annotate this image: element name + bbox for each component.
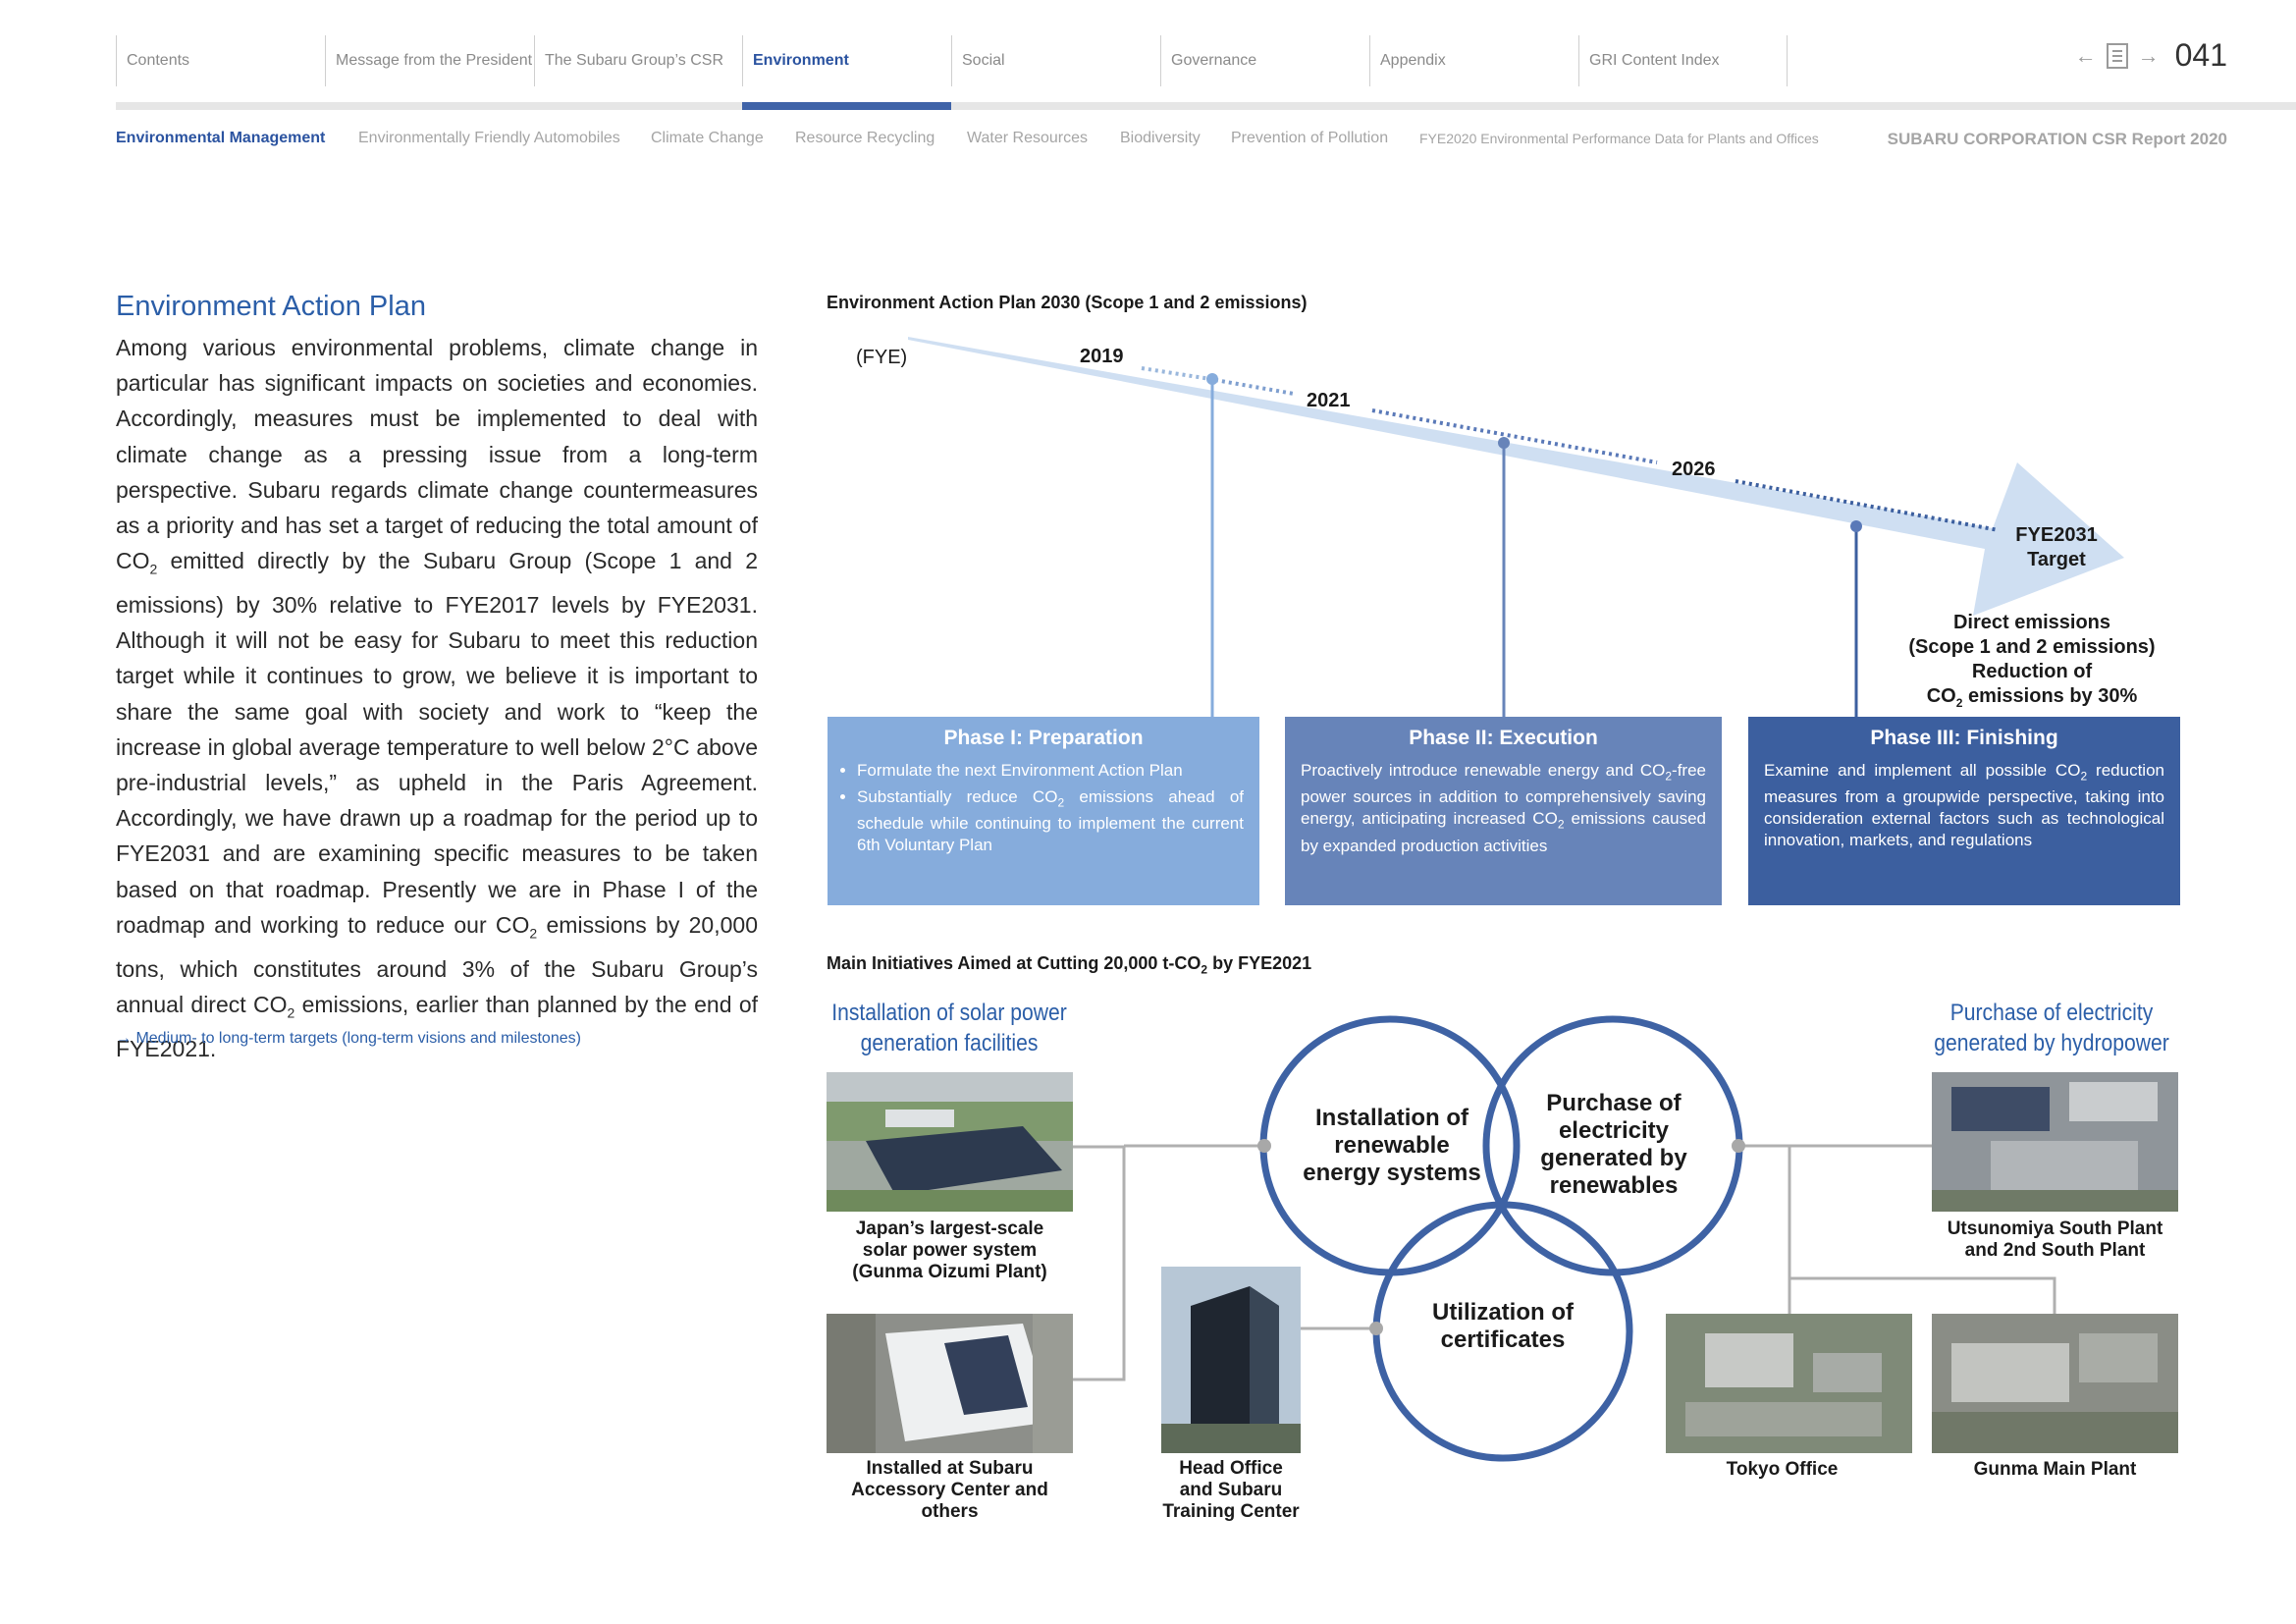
- caption-head-office: Head Office and Subaru Training Center: [1162, 1458, 1300, 1522]
- photo-gunma-main-plant: [1932, 1314, 2178, 1453]
- tab-csr[interactable]: The Subaru Group’s CSR: [534, 35, 742, 86]
- fye-label: (FYE): [856, 347, 908, 368]
- subnav-resource-recycling[interactable]: Resource Recycling: [795, 130, 935, 146]
- tab-environment[interactable]: Environment: [742, 35, 951, 86]
- arrow-left-icon[interactable]: ←: [2074, 42, 2097, 68]
- connector-left: [1073, 1145, 1126, 1381]
- hydro-title: Purchase of electricity generated by hydr…: [1934, 1000, 2169, 1056]
- photo-head-office: [1161, 1267, 1301, 1453]
- dots-2019: [1141, 366, 1211, 381]
- photo-gunma-oizumi-solar: [827, 1072, 1073, 1212]
- solar-title: Installation of solar power generation fa…: [831, 1000, 1067, 1056]
- photo-utsunomiya-plant: [1932, 1072, 2178, 1212]
- page-number: 041: [2174, 37, 2227, 73]
- phase-3-title: Phase III: Finishing: [1870, 727, 2058, 749]
- tab-bar: [116, 102, 2296, 110]
- venn-text-certificates: Utilization of certificates: [1432, 1299, 1574, 1353]
- milestone-dot-2026: [1850, 520, 1862, 532]
- report-title: SUBARU CORPORATION CSR Report 2020: [1887, 130, 2227, 148]
- caption-tokyo-office: Tokyo Office: [1726, 1459, 1839, 1480]
- year-2026: 2026: [1672, 459, 1716, 480]
- phase-1-box: Phase I: Preparation Formulate the next …: [828, 717, 1259, 905]
- phase-1-bullet-2: Substantially reduce CO2 emissions ahead…: [857, 786, 1244, 856]
- dots-2021-2026: [1371, 408, 1658, 464]
- node-bottom: [1369, 1322, 1383, 1335]
- subnav-water-resources[interactable]: Water Resources: [967, 130, 1088, 146]
- caption-utsunomiya: Utsunomiya South Plant and 2nd South Plan…: [1947, 1218, 2163, 1261]
- tab-contents[interactable]: Contents: [116, 35, 325, 86]
- dots-2019-2021: [1214, 378, 1295, 396]
- subnav-prevention-of-pollution[interactable]: Prevention of Pollution: [1231, 130, 1389, 146]
- document-icon[interactable]: [2106, 42, 2128, 69]
- subnav-performance-data[interactable]: FYE2020 Environmental Performance Data f…: [1419, 131, 1819, 146]
- caption-gunma-main: Gunma Main Plant: [1973, 1459, 2137, 1480]
- article-body: Among various environmental problems, cl…: [116, 335, 759, 1061]
- photo-accessory-center: [827, 1314, 1073, 1453]
- phase-3-text: Examine and implement all possible CO2 r…: [1764, 761, 2164, 850]
- year-2021: 2021: [1307, 390, 1351, 411]
- tab-gri-content-index[interactable]: GRI Content Index: [1578, 35, 1788, 86]
- milestone-dot-2021: [1498, 437, 1510, 449]
- connector-right-branch: [1789, 1276, 2056, 1314]
- tab-message-from-president[interactable]: Message from the President: [325, 35, 534, 86]
- initiatives-caption: Main Initiatives Aimed at Cutting 20,000…: [827, 953, 1312, 977]
- node-left: [1257, 1139, 1271, 1153]
- subnav-friendly-automobiles[interactable]: Environmentally Friendly Automobiles: [358, 130, 620, 146]
- target-description: Direct emissions (Scope 1 and 2 emission…: [1908, 612, 2156, 710]
- phase-1-title: Phase I: Preparation: [943, 727, 1144, 749]
- year-2019: 2019: [1080, 346, 1124, 367]
- subnav-environmental-management[interactable]: Environmental Management: [116, 130, 326, 146]
- plan-caption: Environment Action Plan 2030 (Scope 1 an…: [827, 293, 1308, 312]
- initiatives-graphic: [1073, 1015, 2056, 1462]
- targets-link[interactable]: → Medium- to long-term targets (long-ter…: [116, 1030, 581, 1047]
- phase-2-text: Proactively introduce renewable energy a…: [1301, 761, 1706, 855]
- milestone-dot-2019: [1206, 373, 1218, 385]
- venn-text-renewable: Installation of renewable energy systems: [1303, 1105, 1481, 1186]
- caption-gunma-oizumi: Japan’s largest-scale solar power system(…: [852, 1218, 1047, 1282]
- tab-appendix[interactable]: Appendix: [1369, 35, 1578, 86]
- venn-text-purchase: Purchase of electricity generated by renewa…: [1540, 1090, 1687, 1199]
- tab-governance[interactable]: Governance: [1160, 35, 1369, 86]
- phase-1-bullet-1: Formulate the next Environment Action Pl…: [857, 760, 1244, 782]
- arrow-right-icon[interactable]: →: [2137, 42, 2160, 68]
- caption-accessory-center: Installed at Subaru Accessory Center and o…: [851, 1458, 1048, 1522]
- phase-2-title: Phase II: Execution: [1409, 727, 1598, 749]
- photo-tokyo-office: [1666, 1314, 1912, 1453]
- section-title: Environment Action Plan: [116, 291, 426, 322]
- phase-2-box: Phase II: Execution Proactively introduc…: [1285, 717, 1722, 905]
- roadmap-arrow: [908, 337, 2124, 616]
- subnav-biodiversity[interactable]: Biodiversity: [1120, 130, 1201, 146]
- tab-active-indicator: [742, 102, 951, 110]
- target-year: FYE2031 Target: [2015, 524, 2098, 570]
- phase-3-box: Phase III: Finishing Examine and impleme…: [1748, 717, 2180, 905]
- plan-roadmap-graphic: [908, 337, 2124, 717]
- page-navigation: ← → 041: [2075, 37, 2227, 74]
- node-right: [1732, 1139, 1745, 1153]
- subnav-climate-change[interactable]: Climate Change: [651, 130, 764, 146]
- tab-social[interactable]: Social: [951, 35, 1160, 86]
